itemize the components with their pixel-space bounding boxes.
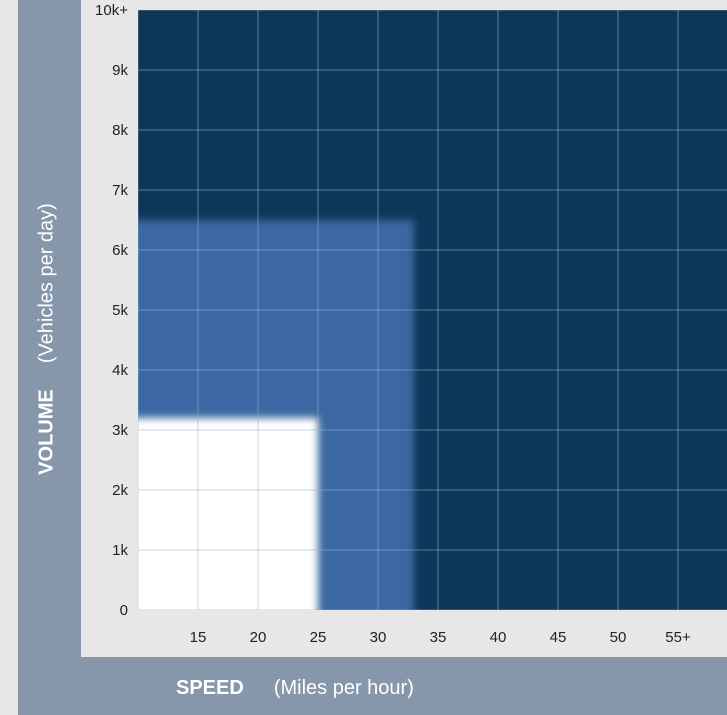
x-tick-label: 30	[370, 629, 387, 646]
x-tick-label: 20	[250, 629, 267, 646]
x-tick-label: 55+	[665, 629, 691, 646]
x-tick-label: 35	[430, 629, 447, 646]
y-tick-label: 9k	[112, 62, 128, 79]
ticks-layer: 15 20 25 30 35 40 45 50 55+ 0 1k 2k 3k 4k 5k 6k 7k 8k 9k 10…	[95, 2, 691, 646]
grid-layer	[138, 10, 727, 610]
x-tick-label: 15	[190, 629, 207, 646]
y-tick-label: 10k+	[95, 2, 128, 19]
x-axis-unit: (Miles per hour)	[273, 677, 414, 699]
x-tick-label: 40	[490, 629, 507, 646]
y-tick-label: 5k	[112, 302, 128, 319]
y-tick-label: 7k	[112, 182, 128, 199]
zones-layer	[138, 10, 727, 610]
y-tick-label: 1k	[112, 542, 128, 559]
y-tick-label: 2k	[112, 482, 128, 499]
x-axis-label: SPEED (Miles per hour)	[176, 676, 414, 700]
x-axis-title: SPEED	[176, 677, 244, 699]
y-tick-label: 8k	[112, 122, 128, 139]
x-tick-label: 50	[610, 629, 627, 646]
y-tick-label: 3k	[112, 422, 128, 439]
y-tick-label: 0	[120, 602, 128, 619]
x-tick-label: 25	[310, 629, 327, 646]
x-tick-label: 45	[550, 629, 567, 646]
zone-low	[138, 418, 318, 610]
y-tick-label: 4k	[112, 362, 128, 379]
y-tick-label: 6k	[112, 242, 128, 259]
